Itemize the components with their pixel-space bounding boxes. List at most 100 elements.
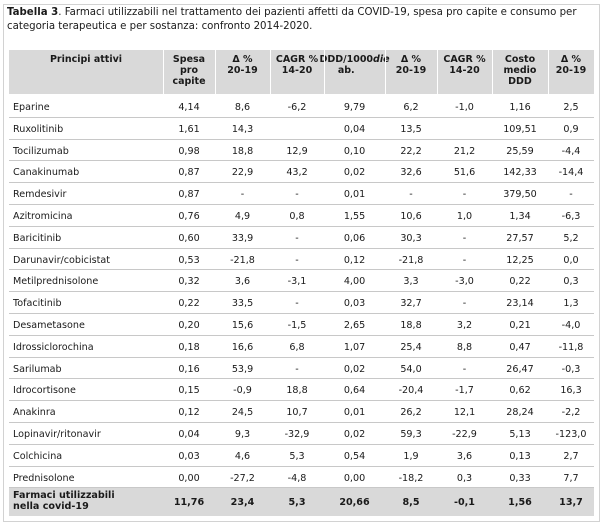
value-cell: 0,00 bbox=[343, 472, 366, 484]
value-cell: 13,5 bbox=[400, 123, 422, 135]
drug-name-cell: Lopinavir/ritonavir bbox=[13, 429, 101, 440]
value-cell: 25,59 bbox=[506, 145, 534, 157]
value-cell: 18,8 bbox=[286, 385, 308, 397]
value-cell: 21,2 bbox=[453, 145, 476, 157]
row-divider bbox=[9, 400, 594, 402]
value-cell: 0,03 bbox=[343, 298, 366, 310]
column-header: Costo medio DDD bbox=[503, 54, 537, 87]
value-cell: 0,22 bbox=[178, 298, 200, 310]
value-cell: 0,18 bbox=[178, 341, 200, 353]
value-cell: 6,8 bbox=[289, 341, 305, 353]
value-cell: 0,01 bbox=[343, 407, 366, 419]
row-divider bbox=[9, 160, 594, 162]
row-divider bbox=[9, 487, 594, 489]
drug-name-cell: Baricitinib bbox=[13, 232, 62, 244]
footer-value: 1,56 bbox=[508, 497, 532, 508]
drug-name-cell: Colchicina bbox=[13, 450, 63, 462]
drug-name-cell: Idrossiclorochina bbox=[13, 341, 94, 353]
drug-name-cell: Azitromicina bbox=[13, 211, 73, 222]
value-cell: 43,2 bbox=[286, 167, 308, 179]
value-cell: 0,87 bbox=[178, 189, 200, 201]
value-cell: 9,3 bbox=[234, 429, 251, 440]
value-cell: 0,20 bbox=[178, 320, 200, 331]
footer-value: 11,76 bbox=[173, 497, 205, 508]
row-divider bbox=[9, 116, 594, 118]
column-header: DDD/1000 ab. die bbox=[319, 54, 390, 76]
table-footer bbox=[9, 488, 594, 516]
footer-value: -0,1 bbox=[454, 497, 475, 508]
value-cell: 1,61 bbox=[178, 123, 200, 135]
value-cell: 15,6 bbox=[231, 320, 254, 331]
value-cell: -3,1 bbox=[287, 276, 307, 288]
value-cell: 7,7 bbox=[563, 472, 579, 484]
row-divider bbox=[9, 269, 594, 271]
value-cell: 12,25 bbox=[506, 254, 534, 266]
value-cell: -123,0 bbox=[555, 429, 587, 440]
value-cell: -0,3 bbox=[561, 363, 581, 375]
value-cell: 2,7 bbox=[563, 450, 579, 462]
value-cell: 0,00 bbox=[178, 472, 200, 484]
value-cell: 0,54 bbox=[343, 450, 366, 462]
value-cell: 54,0 bbox=[400, 363, 422, 375]
value-cell: 18,8 bbox=[400, 320, 422, 331]
value-cell: -3,0 bbox=[455, 276, 474, 288]
row-divider bbox=[9, 291, 594, 293]
table-caption: Tabella 3. Farmaci utilizzabili nel trat… bbox=[7, 6, 595, 34]
value-cell: -32,9 bbox=[284, 429, 310, 440]
row-divider bbox=[9, 422, 594, 423]
value-cell: 8,8 bbox=[456, 341, 473, 353]
value-cell: 0,06 bbox=[343, 232, 366, 244]
value-cell: 3,2 bbox=[456, 320, 473, 331]
value-cell: -4,0 bbox=[561, 320, 581, 331]
value-cell: - bbox=[462, 363, 467, 375]
value-cell: -11,8 bbox=[558, 341, 584, 353]
value-cell: 0,02 bbox=[343, 363, 366, 375]
value-cell: - bbox=[462, 232, 467, 244]
value-cell: -21,8 bbox=[398, 254, 424, 266]
value-cell: 25,4 bbox=[400, 341, 422, 353]
value-cell: - bbox=[295, 298, 299, 310]
value-cell: 0,53 bbox=[178, 254, 200, 266]
column-header: CAGR % 14-20 bbox=[443, 54, 486, 76]
drug-name-cell: Desametasone bbox=[13, 320, 85, 331]
value-cell: -21,8 bbox=[230, 254, 255, 266]
column-header: Δ % 20-19 bbox=[555, 54, 587, 76]
value-cell: 53,9 bbox=[231, 363, 254, 375]
value-cell: 16,3 bbox=[560, 385, 582, 397]
value-cell: 59,3 bbox=[400, 429, 422, 440]
row-divider bbox=[9, 443, 594, 445]
column-divider bbox=[492, 50, 493, 516]
value-cell: -1,7 bbox=[455, 385, 474, 397]
value-cell: -6,3 bbox=[561, 211, 581, 222]
value-cell: 32,7 bbox=[400, 298, 422, 310]
footer-value: 20,66 bbox=[339, 497, 370, 508]
value-cell: -20,4 bbox=[398, 385, 424, 397]
value-cell: 1,0 bbox=[456, 211, 473, 222]
row-divider bbox=[9, 378, 594, 380]
value-cell: 10,6 bbox=[400, 211, 422, 222]
value-cell: 9,79 bbox=[343, 102, 366, 113]
value-cell: 0,60 bbox=[178, 232, 200, 244]
table-header bbox=[9, 50, 594, 94]
column-divider bbox=[215, 50, 216, 516]
column-divider bbox=[385, 50, 386, 516]
column-divider bbox=[437, 50, 438, 516]
value-cell: 22,9 bbox=[231, 167, 254, 179]
row-divider bbox=[9, 465, 594, 467]
row-divider bbox=[9, 204, 594, 205]
row-divider bbox=[9, 356, 594, 358]
footer-value: 5,3 bbox=[288, 497, 306, 508]
value-cell: 4,9 bbox=[234, 211, 251, 222]
value-cell: 14,3 bbox=[231, 123, 254, 135]
value-cell: 4,6 bbox=[234, 450, 251, 462]
value-cell: 51,6 bbox=[453, 167, 476, 179]
value-cell: 4,14 bbox=[178, 102, 200, 113]
value-cell: 0,12 bbox=[343, 254, 366, 266]
value-cell: 0,02 bbox=[343, 429, 366, 440]
drug-name-cell: Prednisolone bbox=[13, 472, 75, 484]
row-divider bbox=[9, 247, 594, 249]
value-cell: 142,33 bbox=[503, 167, 537, 179]
value-cell: 30,3 bbox=[400, 232, 422, 244]
column-divider bbox=[324, 50, 325, 516]
value-cell: 0,22 bbox=[509, 276, 531, 288]
